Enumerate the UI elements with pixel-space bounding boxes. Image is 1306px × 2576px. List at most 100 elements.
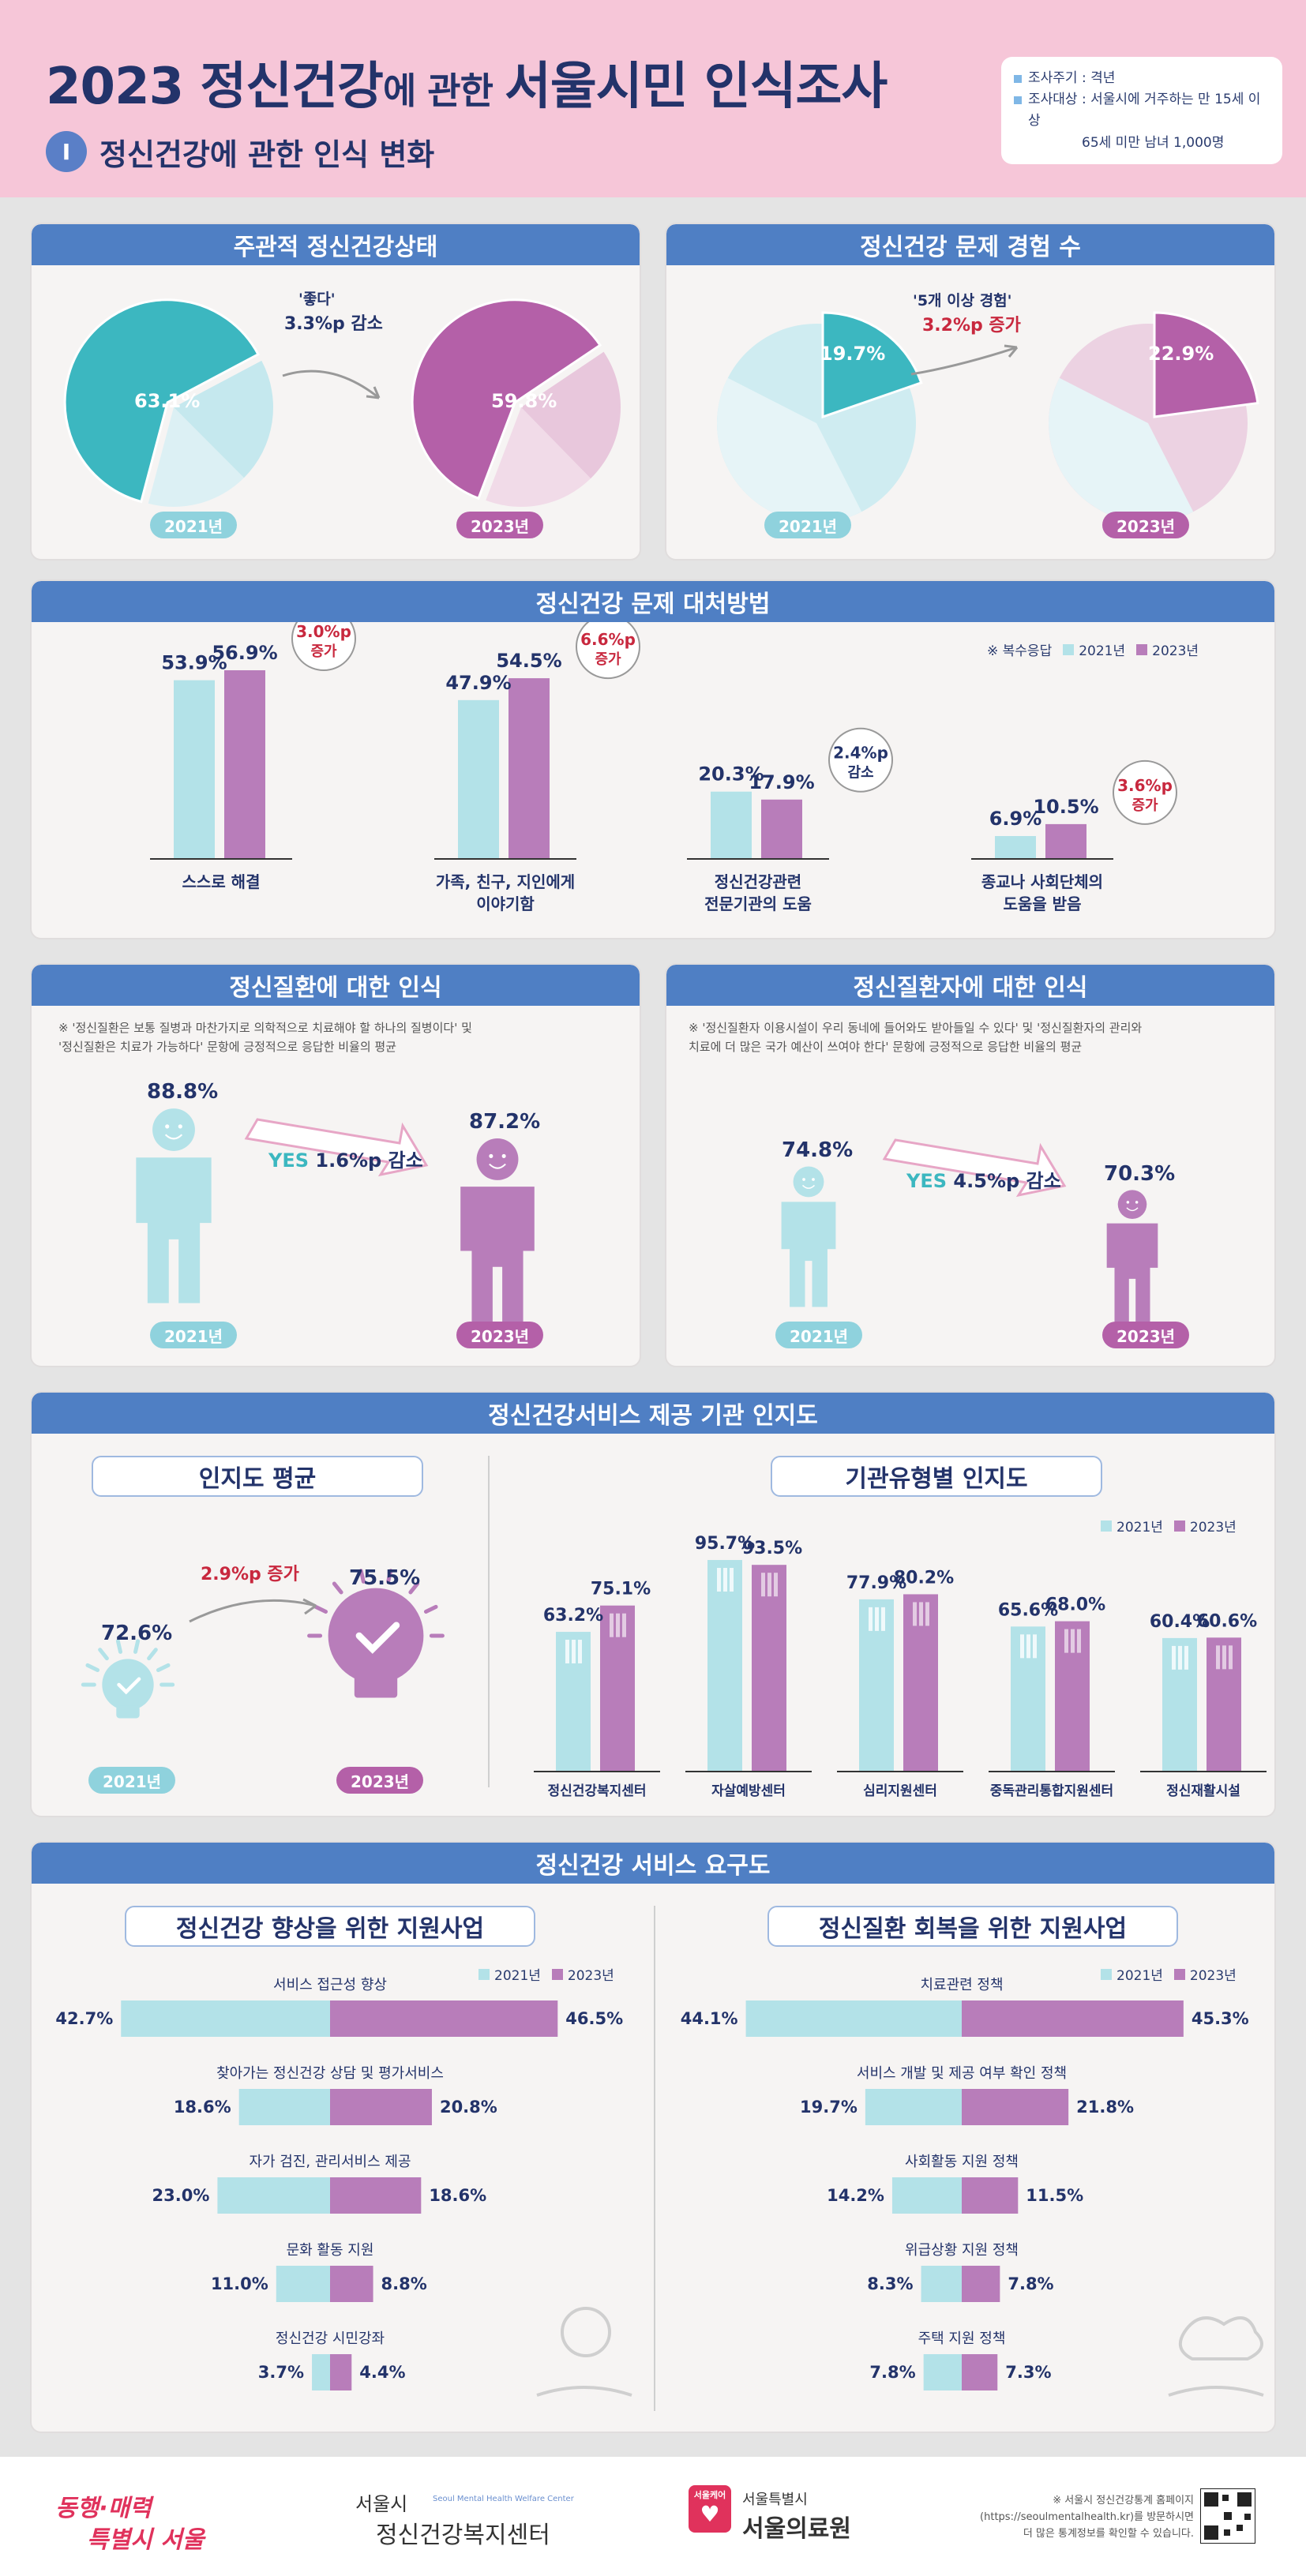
bar-2023 <box>224 670 265 859</box>
center-small: 서울시 <box>355 2493 408 2515</box>
value-label-2021: 8.3% <box>867 2274 913 2293</box>
bar-2021 <box>923 2354 962 2390</box>
person-smile <box>164 1134 183 1140</box>
category-label: 정신건강 시민강좌 <box>276 2330 385 2347</box>
value-label-2021: 65.6% <box>998 1600 1058 1620</box>
hospital-name: 서울의료원 <box>742 2515 851 2543</box>
survey-info-box: 조사주기 : 격년 조사대상 : 서울시에 거주하는 만 15세 이상 65세 … <box>1001 57 1282 164</box>
value-label-2023: 75.1% <box>591 1580 651 1599</box>
slogan-line2: 특별시 서울 <box>87 2526 205 2554</box>
person-body-icon <box>136 1157 212 1303</box>
person-eye <box>489 1153 494 1158</box>
value-label-2021: 95.7% <box>695 1534 755 1554</box>
coping-chart: 53.9%56.9% 스스로 해결 3.0%p 증가 47.9%54.5% 가족, 친구,… <box>150 622 1177 913</box>
bubble <box>1113 759 1177 825</box>
bar-2023 <box>330 2354 352 2390</box>
arrow-head-icon <box>1004 344 1019 358</box>
bar-2021 <box>121 2000 330 2037</box>
building-window <box>565 1640 569 1664</box>
person-body-icon <box>460 1187 535 1330</box>
subjective-health-panel: 주관적 정신건강상태 63.1% 59.8% '좋다' 3.3%p 감소 202… <box>30 223 641 561</box>
bulb-ray <box>156 1663 171 1672</box>
subjective-pies <box>63 298 621 507</box>
bar-2021 <box>891 2177 962 2214</box>
bar-2023 <box>962 2266 1000 2302</box>
title-year: 2023 <box>46 58 184 116</box>
value-label-2021: 14.2% <box>827 2186 884 2205</box>
value-label-2021: 47.9% <box>445 672 511 694</box>
category-label: 정신건강관련 <box>715 872 801 891</box>
building-window <box>1033 1634 1037 1659</box>
legend: ※ 복수응답 2021년 2023년 <box>987 639 1199 659</box>
category-label: 이야기함 <box>476 894 535 913</box>
bar-2023 <box>330 2089 432 2125</box>
change-value: 3.2%p 증가 <box>922 316 1021 336</box>
note-line2: '정신질환은 치료가 가능하다' 문항에 긍정적으로 응답한 비율의 평균 <box>58 1040 397 1054</box>
patient-change: YES 4.5%p 감소 <box>906 1165 1061 1193</box>
survey-cycle: 조사주기 : 격년 <box>1028 70 1116 86</box>
footer: 동행·매력 특별시 서울 서울시 Seoul Mental Health Wel… <box>0 2457 1306 2576</box>
building-window <box>1178 1645 1182 1670</box>
experience-panel: 정신건강 문제 경험 수 19.7% 22.9% '5개 이상 경험' 3.2%… <box>665 223 1276 561</box>
category-label: 위급상황 지원 정책 <box>905 2242 1019 2259</box>
bar-2023 <box>330 2000 558 2037</box>
year-pill-2023: 2023년 <box>1102 1322 1190 1348</box>
bar-2023 <box>1045 823 1086 859</box>
person-head-icon <box>1117 1190 1147 1219</box>
building-window <box>622 1613 626 1637</box>
building-window <box>1184 1645 1188 1670</box>
bulb-ray <box>423 1604 438 1614</box>
arrow-head-icon <box>302 1598 317 1615</box>
bubble-text: 증가 <box>595 651 621 668</box>
bubble-text: 증가 <box>310 643 337 660</box>
pie-slice-other <box>521 351 621 479</box>
year-pill-2021: 2021년 <box>775 1322 863 1348</box>
pie-slice-other <box>174 360 274 478</box>
bar-2023 <box>330 2177 422 2214</box>
value-label-2023: 60.6% <box>1197 1611 1257 1631</box>
center-name: 정신건강복지센터 <box>376 2522 550 2549</box>
section-heading: I 정신건강에 관한 인식 변화 <box>46 128 434 175</box>
bulb-ray <box>133 1639 141 1654</box>
category-label: 도움을 받음 <box>1004 894 1082 913</box>
category-label: 가족, 친구, 지인에게 <box>436 872 575 891</box>
legend-2023: 2023년 <box>1189 1520 1237 1535</box>
building-window <box>1026 1634 1030 1659</box>
value-label-2021: 18.6% <box>174 2098 231 2117</box>
category-label: 주택 지원 정책 <box>918 2330 1006 2347</box>
value-label-2023: 80.2% <box>894 1568 954 1588</box>
illness-2023-value: 87.2% <box>469 1110 541 1134</box>
category-label: 정신재활시설 <box>1166 1783 1240 1799</box>
building-window <box>913 1602 917 1626</box>
category-label: 문화 활동 지원 <box>287 2242 374 2259</box>
building-window <box>1229 1645 1233 1670</box>
person-body-icon <box>781 1202 836 1307</box>
panel-title: 정신건강 문제 경험 수 <box>666 224 1274 265</box>
building-window <box>869 1607 873 1631</box>
legend-swatch-2021 <box>478 1968 490 1980</box>
year-pill-2023: 2023년 <box>336 1767 424 1794</box>
bar-2023 <box>962 2354 998 2390</box>
bubble-value: 6.6%p <box>580 630 636 649</box>
center-eng: Seoul Mental Health Welfare Center <box>433 2495 574 2503</box>
needs-chart: 서비스 접근성 향상 42.7% 46.5% 찾아가는 정신건강 상담 및 평가서비스… <box>55 1977 1264 2397</box>
source-line2: (https://seoulmentalhealth.kr)를 방문하시면 <box>980 2510 1194 2523</box>
title-part-a: 정신건강 <box>200 58 384 116</box>
building-window <box>1222 1645 1226 1670</box>
legend-2021: 2021년 <box>494 1968 541 1984</box>
bubble-value: 3.0%p <box>296 622 351 641</box>
divider <box>654 1906 655 2411</box>
year-pill-2023: 2023년 <box>456 512 544 538</box>
note-line2: 치료에 더 많은 국가 예산이 쓰여야 한다' 문항에 긍정적으로 응답한 비율… <box>689 1040 1083 1054</box>
patient-panel: 정신질환자에 대한 인식 ※ '정신질환자 이용시설이 우리 동네에 들어와도 … <box>665 963 1276 1367</box>
person-eye <box>1135 1201 1139 1204</box>
hospital-small: 서울특별시 <box>742 2492 808 2508</box>
year-pill-2023: 2023년 <box>1102 512 1190 538</box>
building-window <box>774 1573 778 1597</box>
category-label: 전문기관의 도움 <box>704 894 812 913</box>
category-label: 심리지원센터 <box>863 1783 937 1799</box>
qr-code-icon[interactable] <box>1200 2488 1255 2544</box>
value-label-2021: 23.0% <box>152 2186 210 2205</box>
header: 2023 정신건강에 관한 서울시민 인식조사 I 정신건강에 관한 인식 변화… <box>0 0 1306 197</box>
person-eye <box>1126 1201 1130 1204</box>
